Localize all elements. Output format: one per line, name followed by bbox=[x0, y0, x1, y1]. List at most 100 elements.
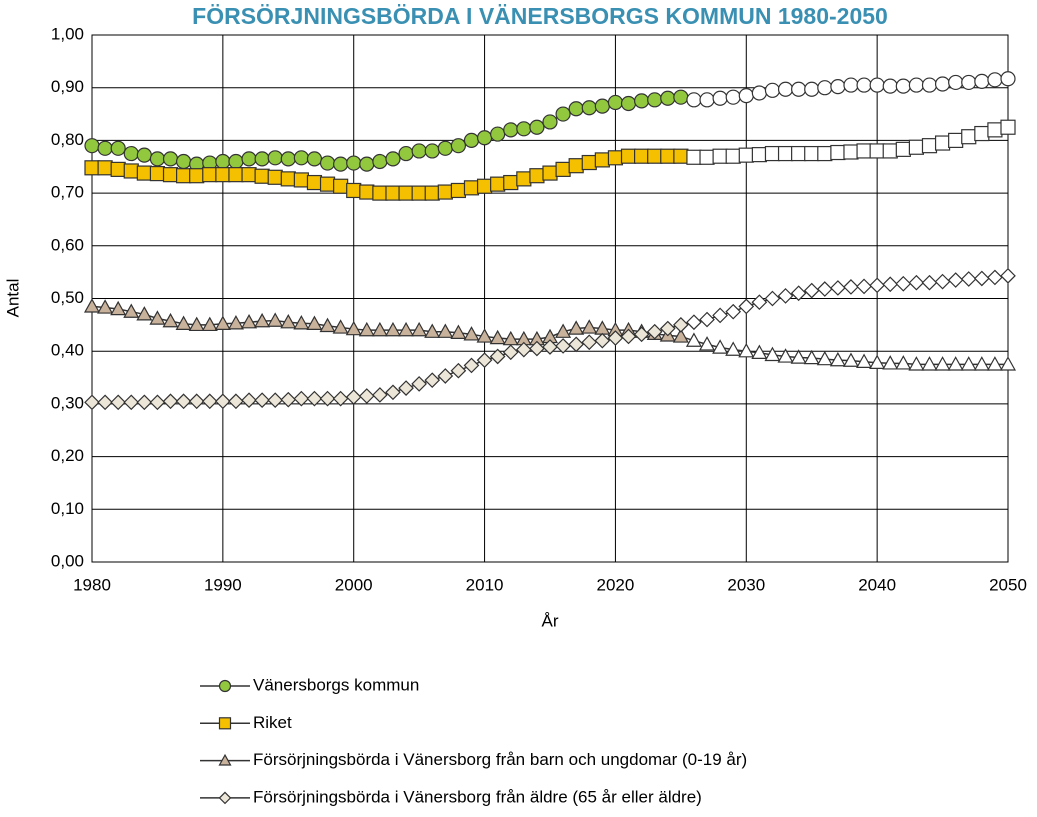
marker bbox=[437, 323, 454, 338]
marker bbox=[568, 158, 584, 174]
marker bbox=[372, 153, 388, 170]
marker bbox=[267, 150, 283, 166]
marker bbox=[398, 145, 414, 162]
marker bbox=[463, 326, 480, 341]
marker bbox=[555, 161, 571, 177]
marker bbox=[215, 167, 231, 183]
marker bbox=[568, 336, 585, 353]
marker bbox=[293, 315, 310, 330]
marker bbox=[241, 313, 258, 329]
marker bbox=[254, 392, 270, 409]
legend-label: Riket bbox=[253, 713, 292, 732]
marker bbox=[136, 165, 152, 181]
marker bbox=[529, 340, 545, 357]
marker bbox=[817, 145, 833, 162]
marker bbox=[542, 114, 558, 130]
x-tick-label: 2020 bbox=[597, 575, 635, 594]
marker bbox=[215, 393, 231, 410]
marker bbox=[280, 391, 297, 408]
marker bbox=[594, 332, 611, 349]
marker bbox=[699, 311, 715, 328]
marker bbox=[162, 393, 179, 410]
marker bbox=[218, 679, 232, 693]
marker bbox=[986, 356, 1003, 371]
x-tick-label: 2000 bbox=[335, 575, 373, 594]
marker bbox=[110, 140, 126, 156]
marker bbox=[136, 306, 153, 321]
marker bbox=[607, 150, 624, 166]
marker bbox=[476, 352, 493, 369]
marker bbox=[973, 356, 990, 371]
marker bbox=[490, 176, 506, 192]
marker bbox=[149, 394, 166, 411]
marker bbox=[660, 148, 676, 164]
marker bbox=[895, 275, 912, 292]
marker bbox=[97, 160, 113, 176]
x-tick-label: 2010 bbox=[466, 575, 504, 594]
marker bbox=[398, 185, 414, 201]
marker bbox=[241, 151, 257, 167]
marker bbox=[437, 368, 454, 384]
marker bbox=[359, 156, 375, 172]
marker bbox=[345, 320, 362, 336]
marker bbox=[228, 393, 244, 410]
y-tick-label: 0,30 bbox=[51, 393, 84, 412]
marker bbox=[346, 155, 362, 171]
marker bbox=[489, 348, 506, 365]
marker bbox=[751, 147, 767, 163]
marker bbox=[463, 180, 480, 196]
marker bbox=[333, 156, 349, 172]
marker bbox=[97, 140, 113, 156]
marker bbox=[712, 339, 729, 354]
marker bbox=[581, 319, 598, 334]
marker bbox=[921, 274, 938, 291]
y-tick-label: 0,00 bbox=[51, 551, 84, 570]
marker bbox=[476, 130, 493, 146]
marker bbox=[777, 145, 794, 162]
legend-label: Försörjningsbörda i Vänersborg från äldr… bbox=[253, 787, 702, 806]
marker bbox=[843, 279, 859, 295]
marker bbox=[293, 150, 309, 166]
marker bbox=[973, 270, 990, 287]
x-tick-label: 2040 bbox=[858, 575, 896, 594]
marker bbox=[515, 341, 532, 358]
marker bbox=[529, 168, 545, 184]
marker bbox=[371, 321, 388, 337]
marker bbox=[176, 168, 192, 184]
marker bbox=[895, 141, 911, 157]
marker bbox=[764, 346, 781, 362]
marker bbox=[280, 171, 296, 187]
y-tick-label: 0,90 bbox=[51, 77, 84, 96]
marker bbox=[725, 89, 741, 105]
marker bbox=[267, 312, 284, 327]
marker bbox=[123, 163, 139, 179]
marker bbox=[673, 148, 689, 164]
marker bbox=[358, 321, 375, 337]
marker bbox=[843, 144, 859, 160]
marker bbox=[136, 147, 152, 163]
marker bbox=[189, 168, 205, 184]
marker bbox=[123, 145, 139, 162]
marker bbox=[804, 81, 820, 97]
marker bbox=[974, 125, 990, 142]
marker bbox=[218, 791, 232, 805]
marker bbox=[529, 119, 545, 135]
marker bbox=[254, 312, 271, 328]
marker bbox=[594, 98, 610, 114]
marker bbox=[581, 154, 597, 171]
marker bbox=[987, 269, 1003, 286]
marker bbox=[672, 328, 689, 343]
marker bbox=[218, 717, 232, 730]
marker bbox=[201, 316, 218, 332]
marker bbox=[149, 166, 166, 182]
marker bbox=[659, 320, 676, 337]
marker bbox=[516, 171, 532, 187]
marker bbox=[816, 281, 833, 297]
marker bbox=[738, 342, 755, 358]
marker bbox=[987, 72, 1003, 88]
marker bbox=[503, 122, 519, 138]
marker bbox=[188, 316, 205, 332]
marker bbox=[306, 174, 323, 191]
marker bbox=[712, 148, 728, 164]
